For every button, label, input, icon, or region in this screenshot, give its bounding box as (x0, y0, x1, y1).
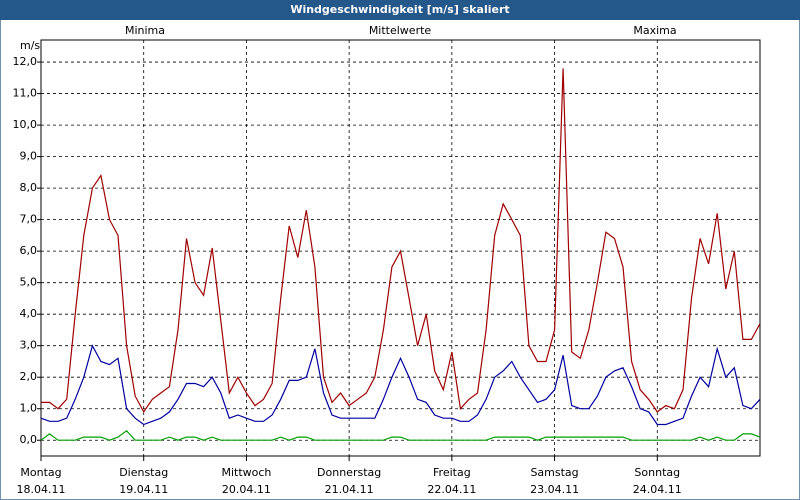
y-tick-label: 2,0 (20, 370, 38, 383)
legend-label: Maxima (633, 24, 676, 37)
legend-label: Mittelwerte (369, 24, 432, 37)
chart-title: Windgeschwindigkeit [m/s] skaliert (290, 3, 509, 16)
series-line (41, 68, 761, 414)
y-tick-label: 11,0 (13, 87, 38, 100)
x-tick-label: Sonntag (634, 466, 680, 479)
x-tick-label: 20.04.11 (222, 483, 271, 496)
y-tick-label: 0,0 (20, 433, 38, 446)
y-tick-label: 8,0 (20, 181, 38, 194)
y-tick-label: 9,0 (20, 150, 38, 163)
title-bar (0, 0, 800, 20)
x-tick-label: Freitag (433, 466, 471, 479)
series-line (40, 344, 761, 426)
x-tick-label: 24.04.11 (633, 483, 682, 496)
y-axis-label: m/s (20, 39, 40, 52)
y-tick-label: 5,0 (20, 276, 38, 289)
y-tick-label: 12,0 (13, 55, 38, 68)
series-line (40, 429, 761, 441)
x-tick-label: Mittwoch (221, 466, 271, 479)
x-tick-label: Dienstag (119, 466, 168, 479)
y-tick-label: 4,0 (20, 307, 38, 320)
x-tick-label: 22.04.11 (427, 483, 476, 496)
x-tick-label: 21.04.11 (325, 483, 374, 496)
x-tick-label: Samstag (530, 466, 578, 479)
x-tick-label: 23.04.11 (530, 483, 579, 496)
x-tick-label: 19.04.11 (119, 483, 168, 496)
y-tick-label: 6,0 (20, 244, 38, 257)
plot-frame (40, 39, 761, 457)
y-tick-label: 3,0 (20, 339, 38, 352)
x-tick-label: Montag (20, 466, 61, 479)
y-tick-label: 7,0 (20, 213, 38, 226)
x-tick-label: Donnerstag (317, 466, 381, 479)
x-tick-label: 18.04.11 (17, 483, 66, 496)
y-tick-label: 10,0 (13, 118, 38, 131)
y-tick-label: 1,0 (20, 402, 38, 415)
legend-label: Minima (125, 24, 165, 37)
